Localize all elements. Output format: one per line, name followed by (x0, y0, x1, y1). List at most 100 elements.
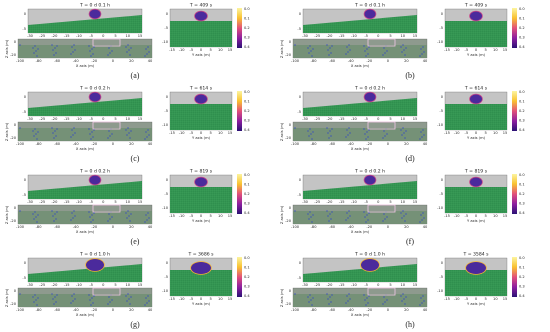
colorbar-tick-label: 0.0 (244, 256, 250, 260)
panel: T = 0 d 0.2 h-30 -25 -20 -15 -10 -5 0 5 10 150-5-… (5, 86, 250, 163)
particle (386, 133, 388, 135)
x-tick-label: -80 (36, 142, 43, 146)
x-tick-label: -25 (314, 117, 320, 121)
particle (92, 53, 94, 55)
particle (128, 132, 130, 134)
particle (349, 49, 351, 51)
particle (419, 55, 421, 57)
x-tick-label: -30 (27, 283, 34, 287)
z-tick-label: -5 (22, 276, 26, 280)
particle (146, 53, 148, 55)
particle (37, 297, 39, 299)
x-tick-label: 0 (112, 225, 115, 229)
x-tick-label: -10 (76, 200, 83, 204)
particle (91, 214, 93, 216)
particle (54, 296, 56, 298)
x-tick-label: -20 (366, 308, 373, 312)
particle (326, 127, 328, 129)
colorbar-tick-label: 0.1 (519, 17, 525, 21)
x-tick-label: -10 (76, 34, 83, 38)
colorbar-tick-label: 0.2 (244, 109, 250, 113)
z-tick-label: -5 (439, 192, 443, 196)
z-tick-label: -10 (437, 289, 444, 293)
colorbar-tick-label: 0.2 (244, 26, 250, 30)
colorbar-tick-label: 0.4 (244, 211, 250, 215)
x-tick-label: 5 (389, 200, 391, 204)
particle (53, 220, 55, 222)
colorbar-tick-label: 0.4 (244, 294, 250, 298)
colorbar-tick-label: 0.4 (519, 45, 525, 49)
x-tick-label: 0 (377, 283, 380, 287)
panel-label: (c) (131, 154, 140, 163)
colorbar (512, 8, 517, 48)
particle (367, 136, 369, 138)
x-tick-label: -20 (366, 59, 373, 63)
slide-window (367, 287, 396, 296)
terrain (445, 21, 507, 47)
particle (294, 293, 296, 295)
particle (365, 221, 367, 223)
particle (328, 303, 330, 305)
particle (52, 298, 54, 300)
x-tick-label: -20 (52, 34, 59, 38)
particle (327, 132, 329, 134)
particle (36, 221, 38, 223)
particle (54, 213, 56, 215)
z-tick-label: -5 (164, 275, 168, 279)
terrain (28, 15, 142, 33)
x-tick-label: -100 (16, 308, 25, 312)
z-tick-label: -20 (10, 53, 17, 57)
panel-title: T = 0 d 0.1 h (354, 3, 385, 9)
x-tick-label: 5 (485, 48, 487, 52)
particle (403, 132, 405, 134)
particle (88, 45, 90, 47)
particle (130, 296, 132, 298)
particle (53, 137, 55, 139)
x-tick-label: 15 (138, 200, 143, 204)
particle (72, 217, 74, 219)
particle (107, 137, 109, 139)
x-tick-label: -5 (89, 283, 93, 287)
particle (363, 128, 365, 130)
particle (89, 50, 91, 52)
particle (419, 221, 421, 223)
x-tick-label: 20 (129, 59, 134, 63)
z-tick-label: -10 (437, 123, 444, 127)
x-tick-label: 0 (475, 214, 478, 218)
terrain (293, 294, 427, 307)
x-tick-label: -40 (73, 142, 80, 146)
x-tick-label: -15 (64, 34, 70, 38)
colorbar-tick-label: 0.0 (519, 90, 525, 94)
z-axis-label: Z axis (m) (5, 288, 9, 307)
x-tick-label: 0 (112, 308, 115, 312)
z-tick-label: 0 (166, 12, 169, 16)
x-tick-label: -40 (73, 59, 80, 63)
slide-mass (470, 11, 482, 21)
x-tick-label: 20 (129, 308, 134, 312)
particle (311, 55, 313, 57)
particle (401, 134, 403, 136)
particle (328, 137, 330, 139)
terrain (303, 264, 417, 282)
x-tick-label: 0 (475, 297, 478, 301)
x-tick-label: -40 (348, 225, 355, 229)
x-tick-label: -15 (444, 297, 450, 301)
particle (345, 136, 347, 138)
particle (364, 133, 366, 135)
z-axis-label: Z axis (m) (5, 205, 9, 224)
particle (386, 216, 388, 218)
particle (420, 214, 422, 216)
x-tick-label: -5 (190, 297, 194, 301)
particle (93, 212, 95, 214)
x-tick-label: 15 (138, 283, 143, 287)
panel-title: T = 0 d 0.2 h (79, 169, 110, 175)
x-tick-label: 10 (125, 34, 130, 38)
particle (146, 302, 148, 304)
particle (327, 215, 329, 217)
x-tick-label: 20 (129, 142, 134, 146)
x-tick-label: 5 (210, 297, 212, 301)
colorbar (512, 257, 517, 297)
z-tick-label: 0 (24, 95, 27, 99)
particle (382, 137, 384, 139)
panel: T = 0 d 0.2 h-30 -25 -20 -15 -10 -5 0 5 10 150-5-… (280, 169, 525, 246)
